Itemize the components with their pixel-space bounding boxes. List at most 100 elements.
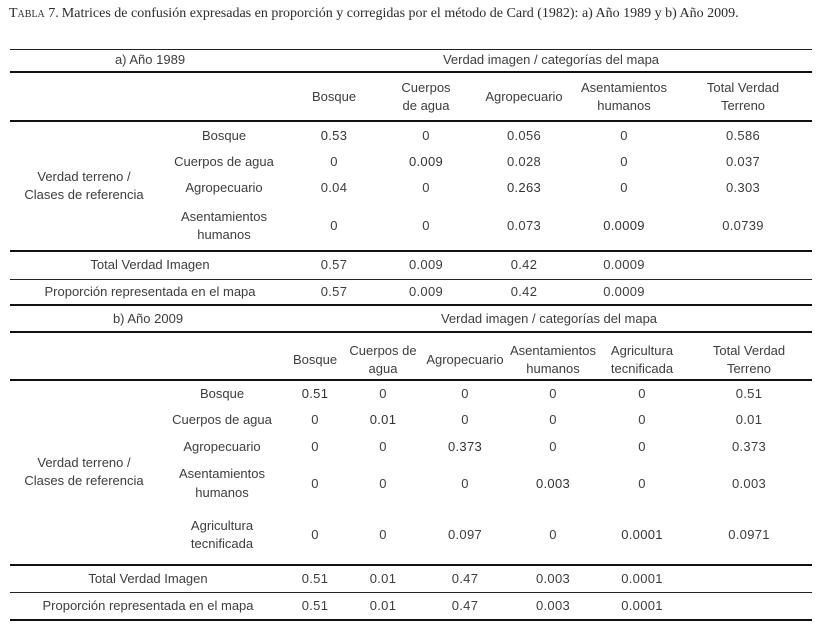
column-header-total-verdad-terreno: Total Verdad Terreno <box>706 79 780 113</box>
row-label-agricultura-tecnificada: Agricultura tecnificada <box>190 517 254 552</box>
proporcion-label: Proporción representada en el mapa <box>42 597 254 613</box>
matrix-cell: 0 <box>638 439 646 455</box>
matrix-cell: 0.53 <box>320 127 348 143</box>
matrix-cell: 0.073 <box>506 217 542 233</box>
matrix-cell: 0 <box>461 412 469 428</box>
document-page: Tabla 7. Matrices de confusión expresadas… <box>0 6 823 621</box>
row-total-cell: 0.51 <box>735 385 763 401</box>
column-header-bosque: Bosque <box>311 88 357 104</box>
row-total-cell: 0.037 <box>725 154 761 170</box>
row-label-bosque: Bosque <box>201 127 247 143</box>
corner-blank-cell <box>10 332 286 379</box>
total-verdad-imagen-row: Total Verdad Imagen 0.51 0.01 0.47 0.003… <box>10 564 812 593</box>
column-header-agricultura-tecnificada: Agricultura tecnificada <box>610 343 674 377</box>
matrix-cell: 0.51 <box>301 385 329 401</box>
table-row: Cuerpos de agua 0 0.009 0.028 0 0.037 <box>10 149 812 175</box>
matrix-cell: 0.04 <box>320 180 348 196</box>
matrix-cell: 0 <box>379 527 387 543</box>
proportion-cell: 0.57 <box>320 283 348 299</box>
column-total-cell: 0.009 <box>408 257 444 273</box>
row-total-cell: 0.0971 <box>728 527 770 543</box>
table-a-span-header: Verdad imagen / categorías del mapa <box>442 52 660 68</box>
proporcion-row: Proporción representada en el mapa 0.51 … <box>10 593 812 620</box>
caption-text: Matrices de confusión expresadas en prop… <box>61 6 739 21</box>
proportion-cell: 0.51 <box>301 597 329 613</box>
matrix-cell: 0 <box>330 154 338 170</box>
matrix-cell: 0.373 <box>447 439 483 455</box>
column-total-cell: 0.57 <box>320 257 348 273</box>
matrix-cell: 0.097 <box>447 527 483 543</box>
row-group-label: Verdad terreno / Clases de referencia <box>24 454 144 489</box>
column-total-cell: 0.47 <box>451 570 479 586</box>
row-total-cell: 0.01 <box>735 412 763 428</box>
matrix-cell: 0 <box>638 412 646 428</box>
column-total-cell: 0.0009 <box>603 257 645 273</box>
matrix-cell: 0.263 <box>506 180 542 196</box>
matrix-cell: 0 <box>638 385 646 401</box>
matrix-cell: 0.028 <box>506 154 542 170</box>
matrix-cell: 0 <box>311 527 319 543</box>
matrix-cell: 0.009 <box>408 154 444 170</box>
proportion-cell: 0.0009 <box>603 283 645 299</box>
matrix-cell: 0.056 <box>506 127 542 143</box>
column-header-total-verdad-terreno: Total Verdad Terreno <box>712 343 786 377</box>
row-group-label: Verdad terreno / Clases de referencia <box>24 169 144 203</box>
column-header-bosque: Bosque <box>292 352 338 368</box>
table-row: Asentamientos humanos 0 0 0.073 0.0009 0… <box>10 201 812 251</box>
column-header-agropecuario: Agropecuario <box>485 88 563 104</box>
matrix-cell: 0.0001 <box>621 527 663 543</box>
column-header-agropecuario: Agropecuario <box>426 352 504 368</box>
matrix-cell: 0 <box>620 127 628 143</box>
empty-cell <box>686 565 812 593</box>
table-b-span-header: Verdad imagen / categorías del mapa <box>440 310 658 326</box>
proportion-cell: 0.009 <box>408 283 444 299</box>
empty-cell <box>686 593 812 620</box>
corner-blank-cell <box>10 72 290 121</box>
proportion-cell: 0.01 <box>369 597 397 613</box>
matrix-cell: 0 <box>379 475 387 491</box>
column-header-cuerpos-de-agua: Cuerpos de agua <box>401 79 451 113</box>
matrix-cell: 0.003 <box>535 475 571 491</box>
column-total-cell: 0.0001 <box>621 570 663 586</box>
empty-cell <box>674 279 812 305</box>
matrix-cell: 0 <box>549 385 557 401</box>
matrix-cell: 0 <box>620 180 628 196</box>
row-label-cuerpos-de-agua: Cuerpos de agua <box>174 154 274 170</box>
column-header-asentamientos-humanos: Asentamientos humanos <box>581 79 667 113</box>
matrix-cell: 0 <box>549 527 557 543</box>
column-total-cell: 0.003 <box>535 570 571 586</box>
matrix-cell: 0 <box>311 439 319 455</box>
table-row: Verdad terreno / Clases de referencia Bo… <box>10 380 812 489</box>
proportion-cell: 0.47 <box>451 597 479 613</box>
row-total-cell: 0.586 <box>725 127 761 143</box>
matrix-cell: 0 <box>311 475 319 491</box>
matrix-cell: 0 <box>620 154 628 170</box>
matrix-cell: 0 <box>379 439 387 455</box>
matrix-cell: 0.01 <box>369 412 397 428</box>
total-verdad-imagen-row: Total Verdad Imagen 0.57 0.009 0.42 0.00… <box>10 251 812 280</box>
matrix-cell: 0 <box>422 127 430 143</box>
matrix-cell: 0 <box>461 475 469 491</box>
matrix-cell: 0 <box>461 385 469 401</box>
matrix-cell: 0 <box>549 412 557 428</box>
proporcion-row: Proporción representada en el mapa 0.57 … <box>10 279 812 306</box>
column-header-asentamientos-humanos: Asentamientos humanos <box>510 343 596 377</box>
row-total-cell: 0.373 <box>731 439 767 455</box>
confusion-matrix-1989: a) Año 1989 Verdad imagen / categorías d… <box>10 49 812 307</box>
row-total-cell: 0.303 <box>725 180 761 196</box>
matrix-cell: 0 <box>422 217 430 233</box>
column-header-cuerpos-de-agua: Cuerpos de agua <box>349 343 417 377</box>
column-total-cell: 0.42 <box>510 257 538 273</box>
total-verdad-imagen-label: Total Verdad Imagen <box>88 570 208 586</box>
row-label-agropecuario: Agropecuario <box>185 180 263 196</box>
table-caption: Tabla 7. Matrices de confusión expresadas… <box>9 6 815 23</box>
table-row: Agricultura tecnificada 0 0 0.097 0 0.00… <box>10 507 812 565</box>
row-label-asentamientos-humanos: Asentamientos humanos <box>181 208 267 242</box>
matrix-cell: 0 <box>638 475 646 491</box>
table-row: Asentamientos humanos 0 0 0 0.003 0 0.00… <box>10 461 812 507</box>
table-row: Agropecuario 0 0 0.373 0 0 0.373 <box>10 434 812 461</box>
total-verdad-imagen-label: Total Verdad Imagen <box>90 257 210 273</box>
table-row: Verdad terreno / Clases de referencia Bo… <box>10 121 812 203</box>
table-b-year-label: b) Año 2009 <box>112 310 184 326</box>
row-total-cell: 0.003 <box>731 475 767 491</box>
